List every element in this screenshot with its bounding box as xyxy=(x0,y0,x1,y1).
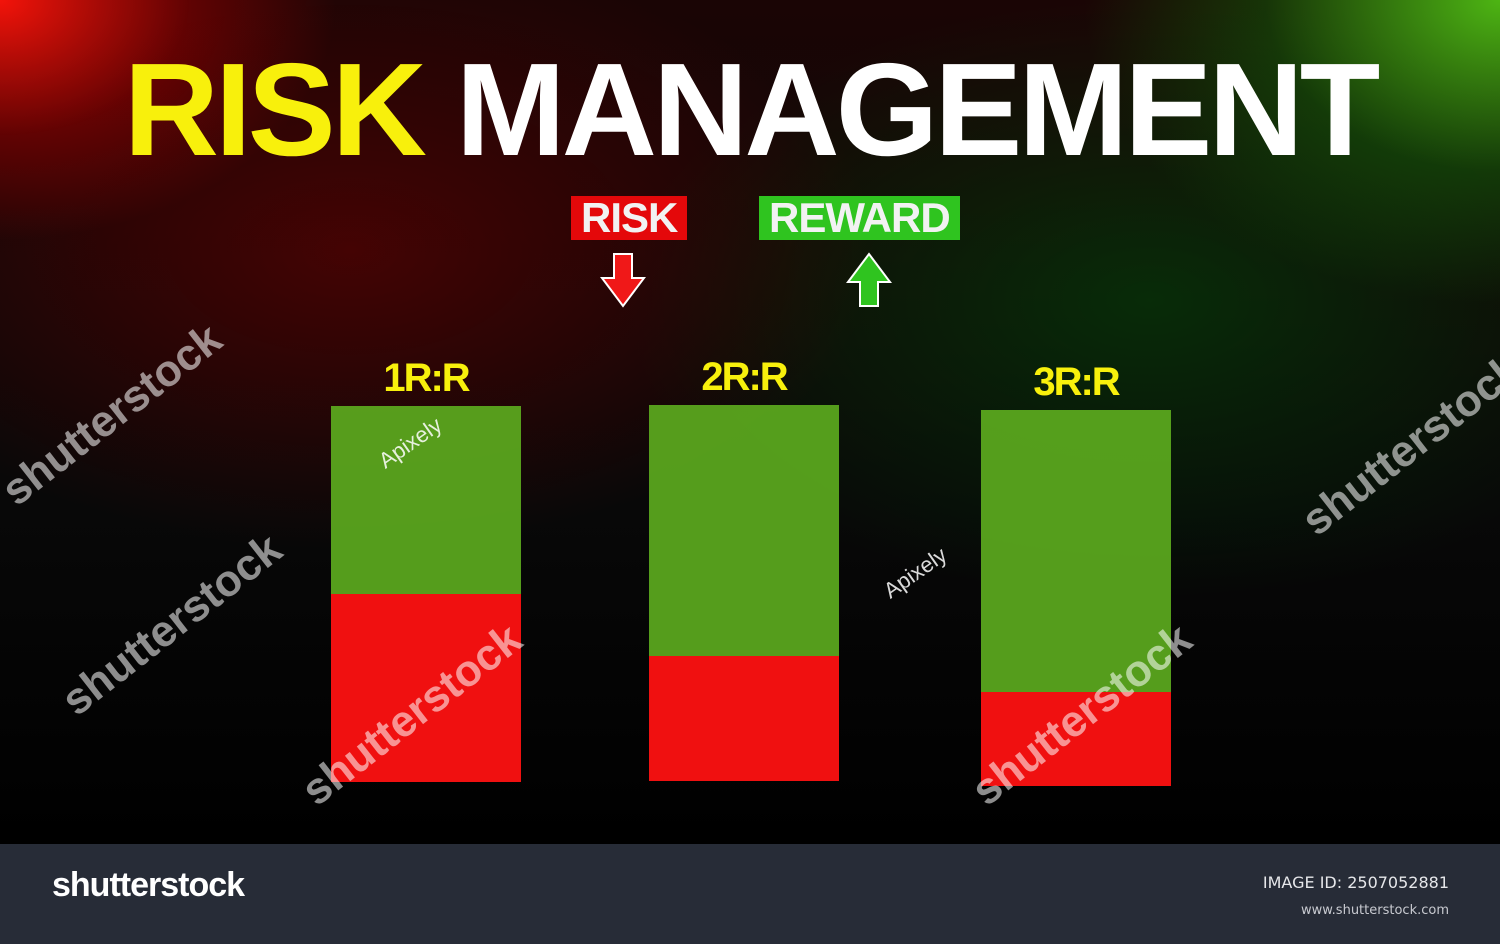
reward-legend-tag: REWARD xyxy=(759,196,960,240)
footer-bar: shutterstock IMAGE ID: 2507052881 www.sh… xyxy=(0,844,1500,944)
risk-segment xyxy=(331,594,521,782)
reward-segment xyxy=(981,410,1171,692)
risk-segment xyxy=(649,655,839,781)
ratio-bar xyxy=(981,410,1171,786)
reward-segment xyxy=(331,406,521,594)
bar-label: 3R:R xyxy=(1033,360,1120,404)
bar-label: 1R:R xyxy=(383,356,470,400)
watermark: shutterstock xyxy=(0,314,231,516)
title-risk: RISK xyxy=(123,36,427,183)
risk-legend-tag: RISK xyxy=(571,196,688,240)
arrow-up-icon xyxy=(846,252,892,307)
illustration: RISK MANAGEMENT RISK REWARD 1R:R 2R:R 3R:R… xyxy=(0,0,1500,844)
arrow-down-icon xyxy=(600,253,646,308)
title-management: MANAGEMENT xyxy=(455,36,1381,183)
shutterstock-logo[interactable]: shutterstock xyxy=(52,866,245,904)
bar-label: 2R:R xyxy=(701,355,788,399)
risk-segment xyxy=(981,692,1171,786)
watermark: shutterstock xyxy=(1292,344,1500,546)
ratio-bar xyxy=(649,405,839,781)
ratio-bar xyxy=(331,406,521,782)
watermark-author: Apixely xyxy=(878,542,952,604)
site-url[interactable]: www.shutterstock.com xyxy=(1300,903,1449,918)
page-title: RISK MANAGEMENT xyxy=(0,40,1500,180)
watermark: shutterstock xyxy=(52,524,291,726)
image-id: IMAGE ID: 2507052881 xyxy=(1262,873,1449,892)
reward-segment xyxy=(649,405,839,656)
